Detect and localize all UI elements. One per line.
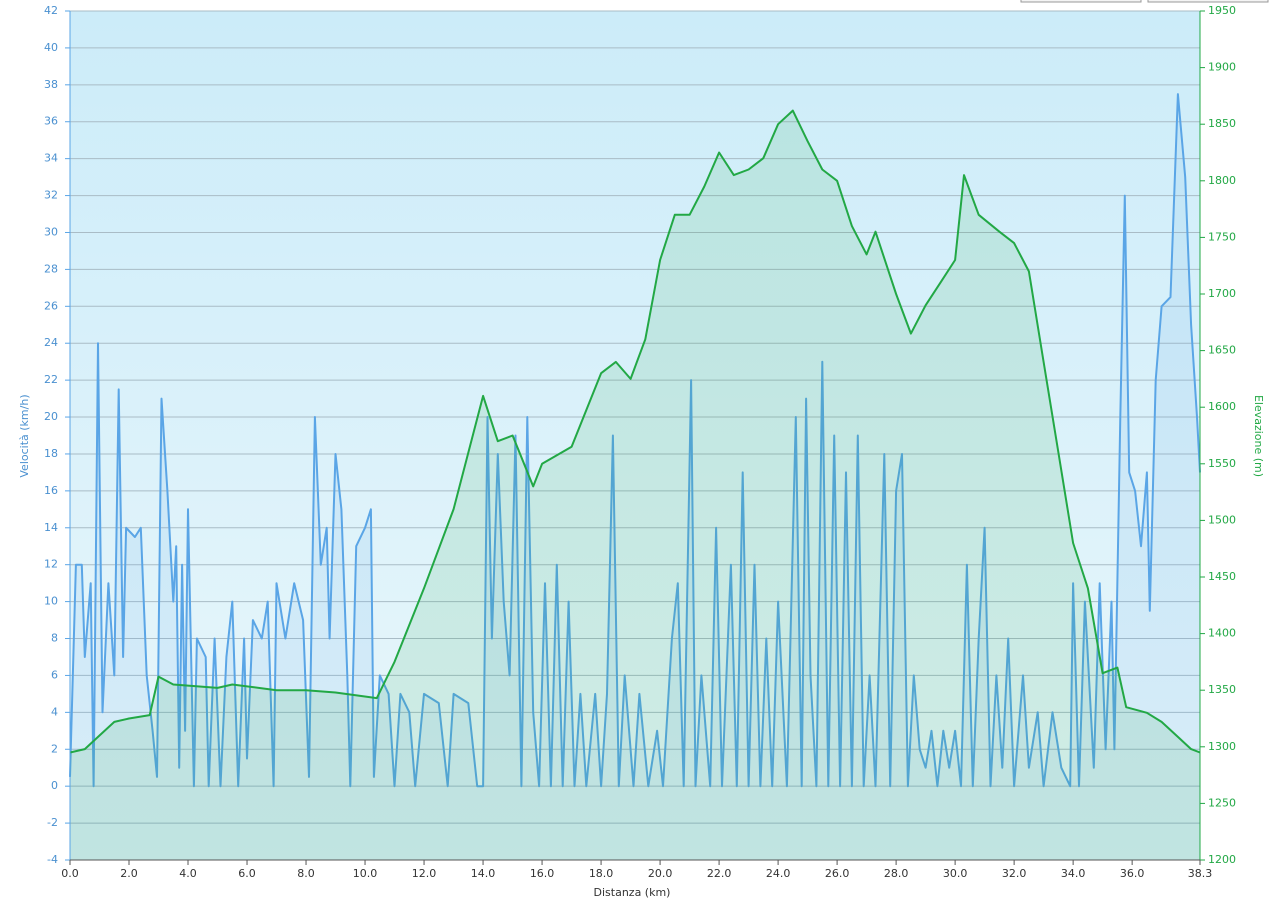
- area: [70, 110, 1200, 861]
- y-tick-label: -4: [47, 853, 58, 866]
- y2-tick-label: 1650: [1208, 344, 1236, 357]
- y-tick-label: 2: [51, 742, 58, 755]
- y-tick-label: -2: [47, 816, 58, 829]
- x-tick-label: 14.0: [471, 867, 496, 880]
- button[interactable]: [1147, 0, 1269, 3]
- area: [70, 94, 1200, 861]
- y-tick-label: 24: [44, 336, 58, 349]
- line: [69, 109, 1201, 754]
- x-tick-label: 36.0: [1120, 867, 1145, 880]
- y2-tick-label: 1400: [1208, 627, 1236, 640]
- x-tick-label: 0.0: [61, 867, 79, 880]
- y-tick-label: 4: [51, 705, 58, 718]
- y-tick-label: 32: [44, 189, 58, 202]
- y2-tick-label: 1850: [1208, 117, 1236, 130]
- x-tick-label: 34.0: [1061, 867, 1086, 880]
- y-tick-label: 14: [44, 521, 58, 534]
- y-tick-label: 34: [44, 152, 58, 165]
- y2-tick-label: 1800: [1208, 174, 1236, 187]
- y2-tick-label: 1350: [1208, 683, 1236, 696]
- y-tick-label: 28: [44, 262, 58, 275]
- y-tick-label: 36: [44, 115, 58, 128]
- x-tick-label: 10.0: [353, 867, 378, 880]
- y2-tick-label: 1550: [1208, 457, 1236, 470]
- y-tick-label: 38: [44, 78, 58, 91]
- y-tick-label: 12: [44, 558, 58, 571]
- y-tick-label: 10: [44, 595, 58, 608]
- y2-tick-label: 1750: [1208, 230, 1236, 243]
- x-tick-label: 6.0: [238, 867, 256, 880]
- y2-tick-label: 1700: [1208, 287, 1236, 300]
- x-tick-label: 2.0: [120, 867, 138, 880]
- x-tick-label: 38.3: [1188, 867, 1213, 880]
- y2-tick-label: 1950: [1208, 4, 1236, 17]
- x-tick-label: 28.0: [884, 867, 909, 880]
- y-tick-label: 40: [44, 41, 58, 54]
- y-tick-label: 30: [44, 225, 58, 238]
- x-tick-label: 20.0: [648, 867, 673, 880]
- y-axis-title: Velocità (km/h): [18, 394, 31, 477]
- x-tick-label: 30.0: [943, 867, 968, 880]
- x-tick-label: 24.0: [766, 867, 791, 880]
- y2-axis-title: Elevazione (m): [1252, 395, 1265, 477]
- x-tick-label: 32.0: [1002, 867, 1027, 880]
- y-tick-label: 16: [44, 484, 58, 497]
- x-axis-title: Distanza (km): [594, 886, 671, 899]
- x-tick-label: 16.0: [530, 867, 555, 880]
- x-tick-label: 22.0: [707, 867, 732, 880]
- y2-tick-label: 1250: [1208, 796, 1236, 809]
- x-tick-label: 18.0: [589, 867, 614, 880]
- y2-tick-label: 1300: [1208, 740, 1236, 753]
- x-tick-label: 12.0: [412, 867, 437, 880]
- y2-tick-label: 1500: [1208, 513, 1236, 526]
- y-tick-label: 20: [44, 410, 58, 423]
- y-tick-label: 26: [44, 299, 58, 312]
- y2-tick-label: 1450: [1208, 570, 1236, 583]
- y2-tick-label: 1900: [1208, 61, 1236, 74]
- y2-tick-label: 1200: [1208, 853, 1236, 866]
- y-tick-label: 8: [51, 632, 58, 645]
- button[interactable]: [1020, 0, 1142, 3]
- x-tick-label: 26.0: [825, 867, 850, 880]
- y-tick-label: 0: [51, 779, 58, 792]
- y-tick-label: 18: [44, 447, 58, 460]
- y-tick-label: 6: [51, 668, 58, 681]
- y-tick-label: 42: [44, 4, 58, 17]
- x-tick-label: 4.0: [179, 867, 197, 880]
- y2-tick-label: 1600: [1208, 400, 1236, 413]
- x-tick-label: 8.0: [297, 867, 315, 880]
- y-tick-label: 22: [44, 373, 58, 386]
- line: [69, 93, 1201, 788]
